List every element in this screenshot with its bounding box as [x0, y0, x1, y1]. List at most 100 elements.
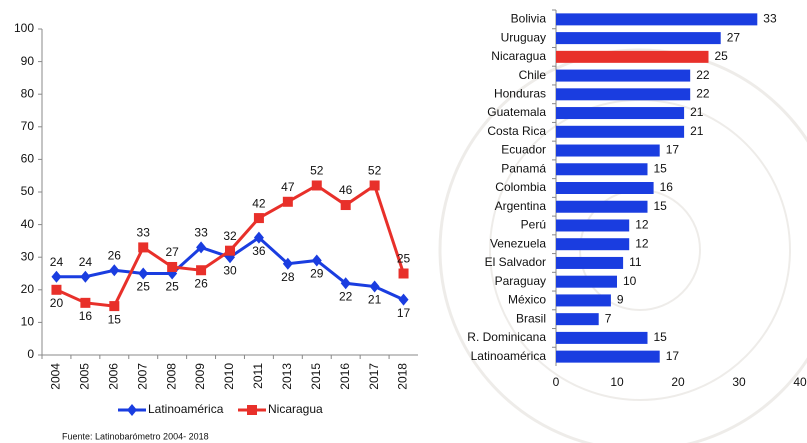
data-point: [167, 261, 178, 272]
x-tick-label: 10: [610, 375, 624, 389]
data-point: [138, 267, 149, 280]
bar: [556, 144, 660, 157]
y-tick-label: 20: [21, 282, 35, 296]
y-tick-label: Chile: [519, 68, 547, 82]
x-tick-label: 2017: [367, 363, 381, 390]
y-tick-label: 80: [21, 86, 35, 100]
bar: [556, 50, 709, 63]
y-tick-label: Perú: [521, 218, 546, 232]
source-note: Fuente: Latinobarómetro 2004- 2018: [62, 431, 209, 441]
y-tick-label: Bolivia: [511, 12, 547, 26]
y-tick-label: 40: [21, 217, 35, 231]
x-tick-label: 2016: [338, 363, 352, 390]
y-tick-label: 100: [14, 21, 34, 35]
data-point: [311, 254, 322, 267]
data-label: 29: [310, 267, 324, 281]
bar: [556, 313, 599, 326]
y-tick-label: Uruguay: [501, 30, 546, 44]
data-point: [282, 196, 293, 207]
y-tick-label: Nicaragua: [491, 49, 546, 63]
data-label: 52: [310, 164, 324, 178]
y-tick-label: Latinoamérica: [471, 349, 547, 363]
x-tick-label: 0: [553, 375, 560, 389]
data-label: 27: [165, 245, 179, 259]
data-label: 15: [108, 312, 122, 326]
data-point: [253, 231, 264, 244]
data-label: 10: [623, 274, 637, 288]
data-label: 47: [281, 180, 295, 194]
data-label: 15: [654, 330, 668, 344]
data-point: [340, 277, 351, 290]
data-point: [282, 257, 293, 270]
data-label: 17: [397, 306, 411, 320]
y-tick-label: El Salvador: [485, 255, 546, 269]
data-label: 33: [194, 226, 208, 240]
data-label: 42: [252, 196, 266, 210]
legend-label: Latinoamérica: [148, 402, 224, 416]
data-label: 28: [281, 270, 295, 284]
bar: [556, 294, 611, 307]
bar: [556, 200, 648, 213]
bar: [556, 275, 617, 288]
data-label: 17: [666, 349, 680, 363]
data-label: 25: [137, 280, 151, 294]
y-tick-label: Paraguay: [495, 274, 546, 288]
data-label: 12: [635, 236, 649, 250]
y-tick-label: 60: [21, 152, 35, 166]
data-label: 33: [137, 226, 151, 240]
data-point: [369, 180, 380, 191]
y-tick-label: Venezuela: [490, 236, 546, 250]
bar: [556, 219, 630, 232]
data-point: [109, 301, 120, 312]
data-point: [80, 297, 91, 308]
data-label: 30: [223, 263, 237, 277]
data-point: [253, 213, 264, 224]
bar: [556, 182, 654, 194]
bar: [556, 350, 660, 363]
data-label: 17: [666, 143, 680, 157]
data-point: [51, 270, 62, 283]
data-label: 25: [715, 49, 729, 63]
data-label: 36: [252, 244, 266, 258]
bar: [556, 13, 758, 26]
bar: [556, 125, 685, 138]
data-label: 32: [223, 229, 237, 243]
data-point: [109, 264, 120, 277]
y-tick-label: 10: [21, 315, 35, 329]
x-tick-label: 2007: [135, 363, 149, 390]
data-label: 9: [617, 293, 624, 307]
data-point: [51, 284, 62, 295]
y-tick-label: Guatemala: [487, 105, 546, 119]
data-label: 52: [368, 164, 382, 178]
data-label: 21: [690, 124, 704, 138]
data-label: 24: [79, 255, 93, 269]
y-tick-label: R. Dominicana: [467, 330, 546, 344]
x-tick-label: 30: [732, 375, 746, 389]
y-tick-label: 0: [27, 347, 34, 361]
data-label: 46: [339, 183, 353, 197]
bar: [556, 163, 648, 176]
data-label: 16: [660, 180, 674, 194]
legend-label: Nicaragua: [268, 402, 323, 416]
data-point: [340, 200, 351, 211]
data-label: 11: [629, 255, 642, 269]
x-tick-label: 2006: [106, 363, 120, 390]
y-tick-label: 90: [21, 54, 35, 68]
x-tick-label: 2010: [222, 363, 236, 390]
y-tick-label: Honduras: [494, 86, 546, 100]
bar: [556, 107, 685, 120]
bar: [556, 32, 721, 45]
y-tick-label: Argentina: [495, 199, 547, 213]
y-tick-label: Ecuador: [501, 143, 546, 157]
x-tick-label: 2018: [396, 363, 410, 390]
data-point: [196, 241, 207, 254]
data-label: 15: [654, 161, 668, 175]
y-tick-label: 30: [21, 249, 35, 263]
data-point: [138, 242, 149, 253]
data-label: 26: [108, 248, 122, 262]
data-label: 15: [654, 199, 668, 213]
data-point: [196, 265, 207, 276]
data-point: [225, 245, 235, 256]
legend-marker: [127, 404, 137, 416]
